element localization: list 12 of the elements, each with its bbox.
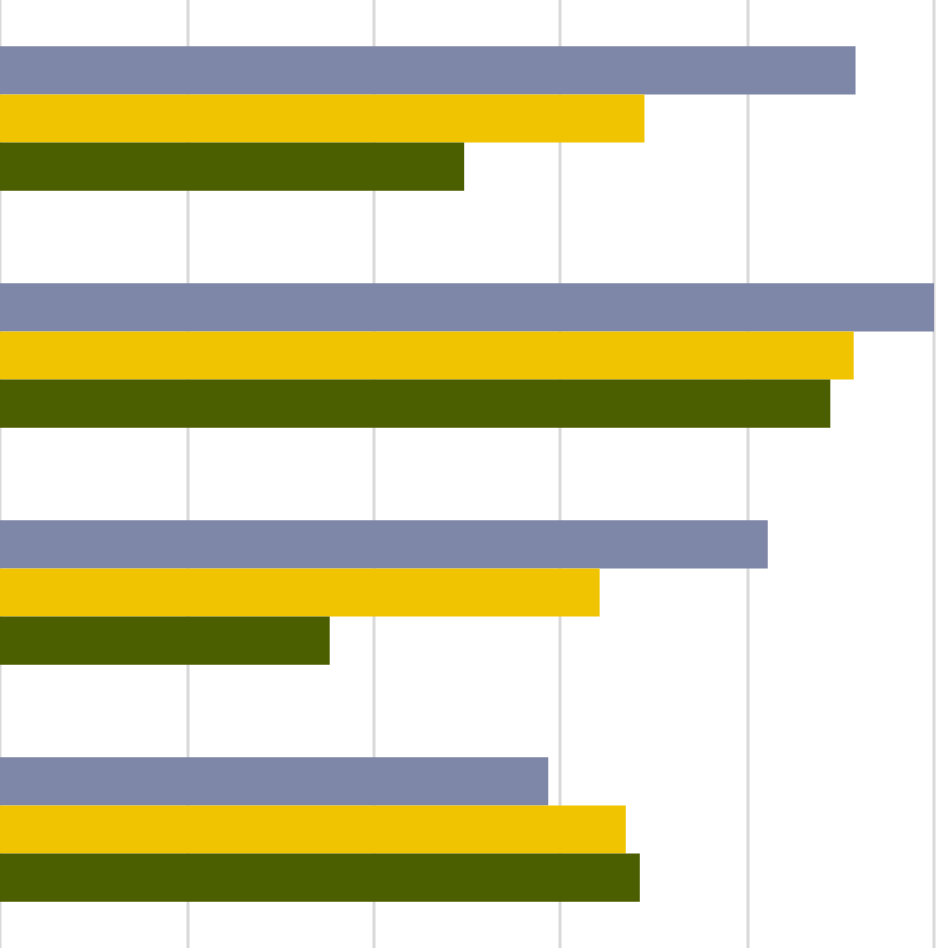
- bar: [0, 757, 549, 806]
- bar: [0, 331, 854, 380]
- bar: [0, 379, 831, 428]
- bar: [0, 46, 856, 95]
- bar: [0, 142, 465, 191]
- bar: [0, 616, 330, 665]
- bar: [0, 568, 600, 617]
- bar: [0, 805, 626, 854]
- bar: [0, 283, 934, 332]
- bar: [0, 520, 768, 569]
- bar: [0, 94, 645, 143]
- bar: [0, 853, 640, 902]
